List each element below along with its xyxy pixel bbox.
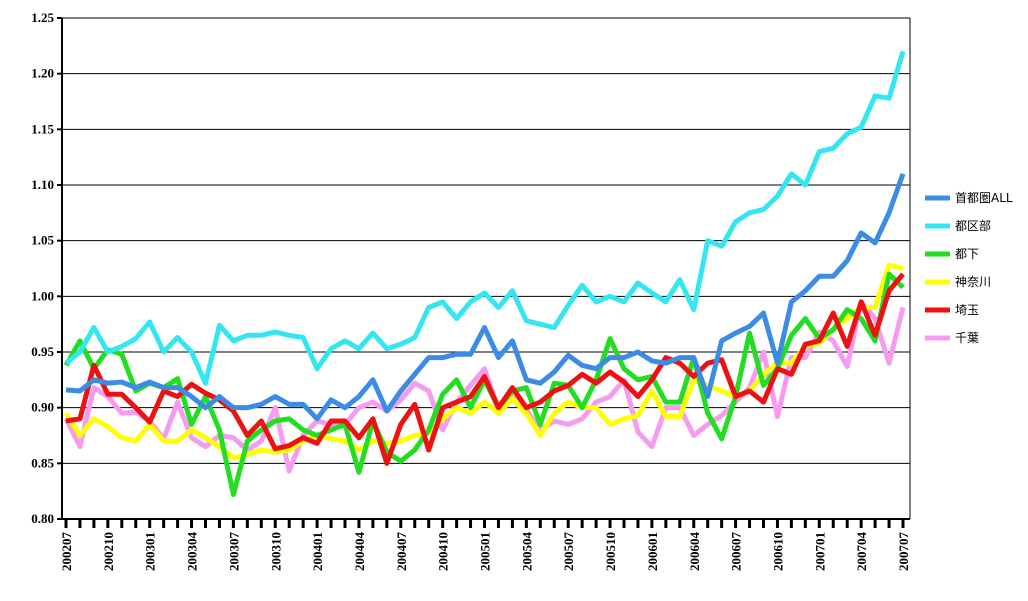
x-tick-label: 200407 [394,532,409,572]
x-tick-label: 200404 [352,532,367,572]
y-tick-label: 0.80 [31,511,54,526]
y-tick-label: 1.10 [31,177,54,192]
x-tick-label: 200401 [310,532,325,571]
x-tick-label: 200301 [143,532,158,571]
x-tick-label: 200207 [59,532,74,572]
legend-label: 神奈川 [955,275,991,289]
x-tick-label: 200707 [896,532,911,572]
x-tick-label: 200410 [436,532,451,571]
x-tick-label: 200510 [603,532,618,571]
y-tick-label: 0.85 [31,455,54,470]
y-tick-label: 1.05 [31,233,54,248]
x-tick-label: 200310 [268,532,283,571]
x-tick-label: 200210 [101,532,116,571]
x-tick-label: 200501 [478,532,493,571]
series-line [65,272,905,466]
y-tick-label: 1.00 [31,288,54,303]
y-tick-label: 0.95 [31,344,54,359]
legend-label: 埼玉 [955,303,979,317]
y-tick-label: 1.20 [31,66,54,81]
series-line [64,50,906,386]
legend-label: 首都圏ALL [955,191,1013,205]
x-tick-label: 200610 [770,532,785,571]
series-line [65,173,906,422]
x-tick-label: 200607 [729,532,744,572]
legend-label: 都下 [955,247,979,261]
plot-area [62,18,910,519]
series-line [63,299,906,474]
y-tick-label: 1.15 [31,121,54,136]
x-tick-label: 200704 [854,532,869,572]
series-line [63,262,904,461]
x-tick-label: 200304 [185,532,200,572]
x-tick-label: 200307 [226,532,241,572]
x-tick-label: 200507 [561,532,576,572]
x-tick-label: 200504 [519,532,534,572]
legend-box [918,180,1025,352]
legend-label: 都区部 [955,218,991,233]
x-tick-label: 200604 [687,532,702,572]
legend-label: 千葉 [955,331,979,345]
y-tick-label: 0.90 [31,400,54,415]
x-tick-label: 200701 [812,532,827,571]
x-tick-label: 200601 [645,532,660,571]
y-tick-label: 1.25 [31,10,54,25]
